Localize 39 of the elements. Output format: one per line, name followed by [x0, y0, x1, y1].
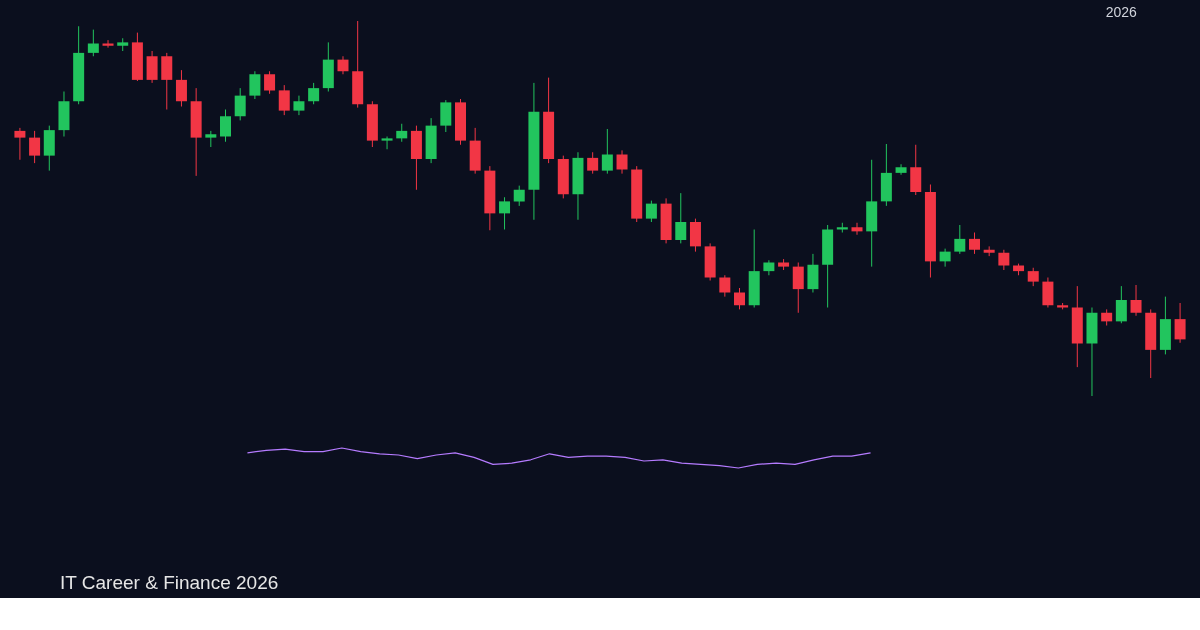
- candlestick: [513, 185, 525, 207]
- candlestick: [1115, 285, 1127, 324]
- candlestick: [293, 95, 305, 116]
- candlestick: [895, 163, 907, 176]
- candlestick: [308, 82, 320, 105]
- x-tick-label: 2026: [1105, 3, 1138, 20]
- candlestick: [29, 130, 41, 164]
- candlestick: [763, 259, 775, 276]
- candlestick: [719, 274, 731, 298]
- candlestick: [264, 70, 276, 95]
- candlestick: [1027, 267, 1039, 287]
- candlestick: [249, 70, 261, 100]
- candlestick: [851, 222, 863, 236]
- candlestick: [440, 99, 452, 133]
- candlestick: [1174, 302, 1186, 344]
- candlestick: [1042, 277, 1054, 308]
- candlestick: [87, 29, 99, 57]
- candlestick: [587, 151, 599, 175]
- candlestick: [601, 128, 613, 175]
- candlestick: [161, 52, 173, 110]
- candlestick: [146, 50, 158, 84]
- text: IT Career & Finance 2026: [60, 572, 279, 593]
- candlestick: [499, 196, 511, 230]
- candlestick: [14, 127, 26, 161]
- candlestick: [175, 69, 187, 107]
- candlestick: [1130, 284, 1142, 317]
- candlestick: [998, 249, 1010, 271]
- candlestick: [616, 149, 628, 175]
- candlestick: [278, 84, 290, 116]
- candlestick: [954, 224, 966, 255]
- candlestick: [968, 232, 980, 255]
- candlestick: [234, 87, 246, 121]
- candlestick: [645, 200, 657, 223]
- candlestick: [939, 248, 951, 268]
- candlestick: [792, 262, 804, 314]
- candlestick: [220, 109, 232, 143]
- candlestick: [675, 192, 687, 244]
- candlestick: [734, 287, 746, 310]
- candlestick: [381, 136, 393, 150]
